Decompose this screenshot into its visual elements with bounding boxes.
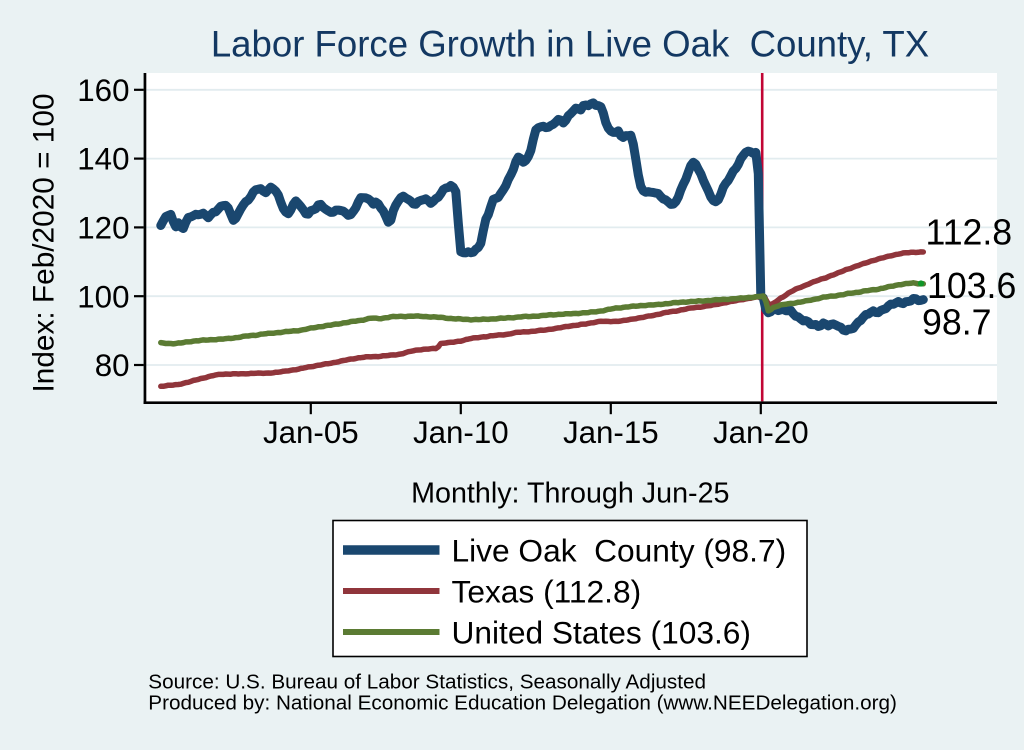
svg-text:United States (103.6): United States (103.6) <box>452 614 751 650</box>
svg-text:80: 80 <box>95 348 130 383</box>
svg-text:112.8: 112.8 <box>926 213 1013 253</box>
svg-text:98.7: 98.7 <box>922 303 991 343</box>
svg-text:140: 140 <box>77 142 129 177</box>
svg-text:Jan-05: Jan-05 <box>263 415 359 450</box>
svg-text:Jan-10: Jan-10 <box>413 415 509 450</box>
svg-text:120: 120 <box>77 211 129 246</box>
svg-text:100: 100 <box>77 279 129 314</box>
svg-text:Texas (112.8): Texas (112.8) <box>452 573 642 609</box>
svg-text:Live Oak County (98.7): Live Oak County (98.7) <box>452 532 787 568</box>
svg-text:Produced by: National Economic: Produced by: National Economic Education… <box>148 691 897 714</box>
svg-text:Jan-15: Jan-15 <box>563 415 659 450</box>
svg-text:103.6: 103.6 <box>927 266 1016 306</box>
svg-text:160: 160 <box>77 73 129 108</box>
svg-text:Labor Force Growth in Live Oak: Labor Force Growth in Live Oak County, T… <box>211 23 929 64</box>
svg-text:Monthly: Through Jun-25: Monthly: Through Jun-25 <box>411 477 729 509</box>
svg-text:Index: Feb/2020 = 100: Index: Feb/2020 = 100 <box>28 93 61 392</box>
svg-text:Jan-20: Jan-20 <box>713 415 809 450</box>
svg-text:Source: U.S. Bureau of Labor S: Source: U.S. Bureau of Labor Statistics,… <box>148 671 706 694</box>
